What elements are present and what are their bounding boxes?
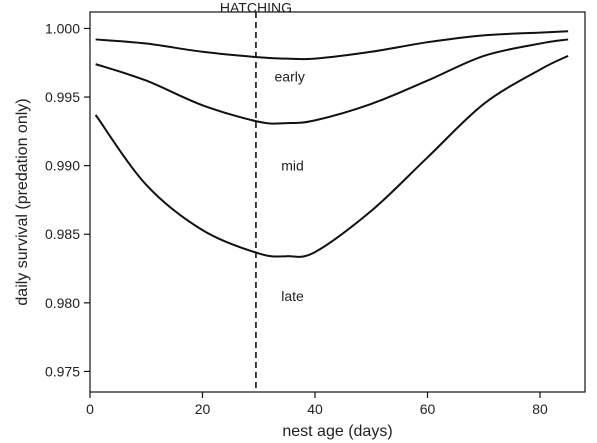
- y-tick-label: 0.990: [45, 158, 80, 174]
- y-tick-label: 0.995: [45, 89, 80, 105]
- series-label-mid: mid: [281, 158, 304, 174]
- x-tick-label: 60: [420, 401, 436, 417]
- x-tick-label: 20: [195, 401, 211, 417]
- series-labels: early mid late: [275, 68, 305, 303]
- y-tick-label: 0.980: [45, 295, 80, 311]
- y-axis-title: daily survival (predation only): [14, 98, 31, 305]
- annotations: HATCHING: [220, 0, 292, 392]
- y-tick-label: 1.000: [45, 20, 80, 36]
- series-line-late: [94, 54, 569, 258]
- axes: 0 20 40 60 80 0.975 0.980 0.985 0.990 0.995 1.000: [45, 11, 586, 417]
- series-label-early: early: [275, 68, 305, 84]
- series-line-early: [95, 30, 569, 61]
- plot-frame: [89, 11, 586, 393]
- series-label-late: late: [281, 288, 304, 304]
- x-axis-title: nest age (days): [282, 423, 392, 440]
- series-lines: [94, 30, 569, 258]
- y-tick-label: 0.985: [45, 226, 80, 242]
- y-tick-label: 0.975: [45, 363, 80, 379]
- series-line-mid: [95, 38, 569, 125]
- x-tick-label: 80: [532, 401, 548, 417]
- hatching-label: HATCHING: [220, 0, 292, 16]
- x-tick-label: 0: [86, 401, 94, 417]
- x-tick-label: 40: [307, 401, 323, 417]
